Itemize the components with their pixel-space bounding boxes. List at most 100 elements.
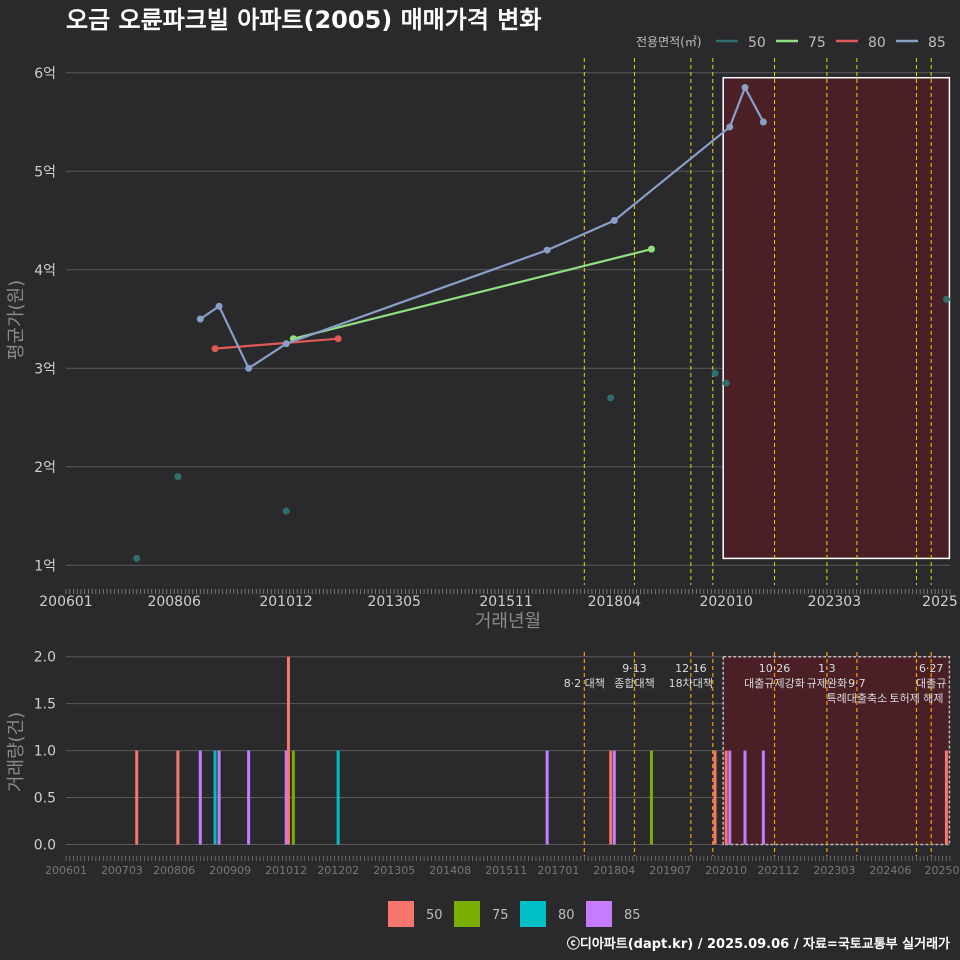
bar-legend-label-50: 50: [426, 908, 443, 923]
price-ytick-label: 1억: [34, 558, 56, 574]
price-point-50: [174, 473, 182, 481]
volume-xtick-label: 202303: [813, 864, 855, 877]
price-highlight-region: [722, 76, 951, 560]
price-xtick-label: 202303: [808, 594, 861, 610]
legend-label-75: 75: [808, 35, 826, 51]
volume-xtick-label: 201012: [265, 864, 307, 877]
volume-bar-85: [743, 750, 747, 845]
price-ytick-label: 5억: [34, 164, 56, 180]
volume-xtick-label: 202010: [705, 864, 747, 877]
volume-xtick-label: 20250: [925, 864, 960, 877]
policy-label: 8·2 대책: [564, 677, 605, 690]
legend-label-85: 85: [928, 35, 946, 51]
volume-bar-50: [286, 656, 290, 845]
volume-xtick-label: 200703: [101, 864, 143, 877]
volume-xtick-label: 202406: [869, 864, 911, 877]
volume-bar-85: [761, 750, 765, 845]
volume-bar-75: [649, 750, 653, 845]
policy-label: 18차대책: [669, 677, 713, 690]
volume-bar-50: [944, 750, 948, 845]
volume-ytick-label: 1.0: [34, 744, 56, 760]
volume-xtick-label: 201408: [429, 864, 471, 877]
volume-xtick-label: 201701: [537, 864, 579, 877]
volume-xtick-label: 200909: [209, 864, 251, 877]
price-point-85: [610, 217, 618, 225]
volume-bar-85: [217, 750, 221, 845]
policy-label: 9·7: [848, 677, 866, 690]
volume-xtick-label: 202112: [757, 864, 799, 877]
volume-bar-85: [545, 750, 549, 845]
volume-bar-50: [609, 750, 613, 845]
volume-bar-85: [247, 750, 251, 845]
price-xaxis-title: 거래년월: [475, 611, 541, 632]
volume-ytick-label: 0.0: [34, 837, 56, 853]
volume-xtick-label: 201305: [373, 864, 415, 877]
volume-bar-80: [336, 750, 340, 845]
policy-label: 1·3: [818, 662, 836, 675]
policy-label: 규제완화: [807, 677, 847, 690]
volume-bar-50: [713, 750, 717, 845]
policy-label: 특례대출축소: [827, 692, 888, 705]
volume-bar-50: [135, 750, 139, 845]
volume-bar-75: [291, 750, 295, 845]
price-point-85: [759, 118, 767, 126]
price-xtick-label: 201804: [588, 594, 642, 610]
price-ytick-label: 3억: [34, 361, 56, 377]
bar-legend-label-85: 85: [624, 908, 641, 923]
price-point-50: [942, 295, 950, 303]
volume-ytick-label: 2.0: [34, 650, 56, 666]
price-point-85: [543, 246, 551, 254]
legend-label-50: 50: [748, 35, 766, 51]
volume-ytick-label: 0.5: [34, 791, 56, 807]
price-point-85: [245, 364, 253, 372]
policy-label: 종합대책: [614, 677, 654, 690]
volume-xtick-label: 201907: [649, 864, 691, 877]
price-ytick-label: 6억: [34, 66, 56, 82]
volume-ytick-label: 1.5: [34, 697, 56, 713]
policy-label: 6·27: [919, 662, 944, 675]
price-point-80: [211, 345, 219, 353]
price-point-80: [334, 335, 342, 343]
price-ytick-label: 4억: [34, 263, 56, 279]
bar-legend-swatch-75: [454, 901, 480, 927]
price-panel: 1억 2억 3억 4억 5억 6억 200601 200806 201012 201305 2015…: [6, 58, 958, 632]
bar-legend-swatch-80: [520, 901, 546, 927]
chart-title: 오금 오륜파크빌 아파트(2005) 매매가격 변화: [66, 6, 541, 34]
price-point-85: [215, 302, 223, 310]
volume-bar-85: [198, 750, 202, 845]
price-xtick-label: 2025: [922, 594, 958, 610]
price-xtick-label: 201012: [259, 594, 312, 610]
price-point-50: [133, 554, 141, 562]
bar-legend-label-75: 75: [492, 908, 509, 923]
price-point-85: [196, 315, 204, 323]
volume-bar-50: [176, 750, 180, 845]
price-point-50: [282, 507, 290, 515]
price-xtick-label: 202010: [699, 594, 752, 610]
volume-bar-85: [284, 750, 288, 845]
price-point-85: [282, 340, 290, 348]
volume-xtick-label: 201804: [593, 864, 635, 877]
price-ytick-label: 2억: [34, 460, 56, 476]
volume-xtick-label: 201202: [317, 864, 359, 877]
bar-legend-label-80: 80: [558, 908, 575, 923]
price-line-75: [293, 248, 652, 340]
volume-xtick-label: 201511: [485, 864, 527, 877]
price-yaxis-title: 평균가(원): [6, 280, 27, 360]
price-point-75: [647, 245, 655, 253]
volume-xtick-label: 200806: [153, 864, 195, 877]
policy-label: 12·16: [675, 662, 707, 675]
volume-bar-85: [728, 750, 732, 845]
volume-highlight-region: [722, 655, 951, 846]
price-xtick-label: 201511: [479, 594, 532, 610]
legend: 전용면적(㎡) 50 75 80 85: [636, 35, 946, 51]
policy-label: 9·13: [622, 662, 647, 675]
price-xtick-label: 200601: [39, 594, 92, 610]
volume-bar-85: [612, 750, 616, 845]
bar-legend-swatch-50: [388, 901, 414, 927]
price-point-85: [741, 84, 749, 92]
price-line-85: [199, 84, 765, 370]
policy-label: 10·26: [759, 662, 791, 675]
legend-title: 전용면적(㎡): [636, 35, 702, 49]
volume-bar-50: [724, 750, 728, 845]
